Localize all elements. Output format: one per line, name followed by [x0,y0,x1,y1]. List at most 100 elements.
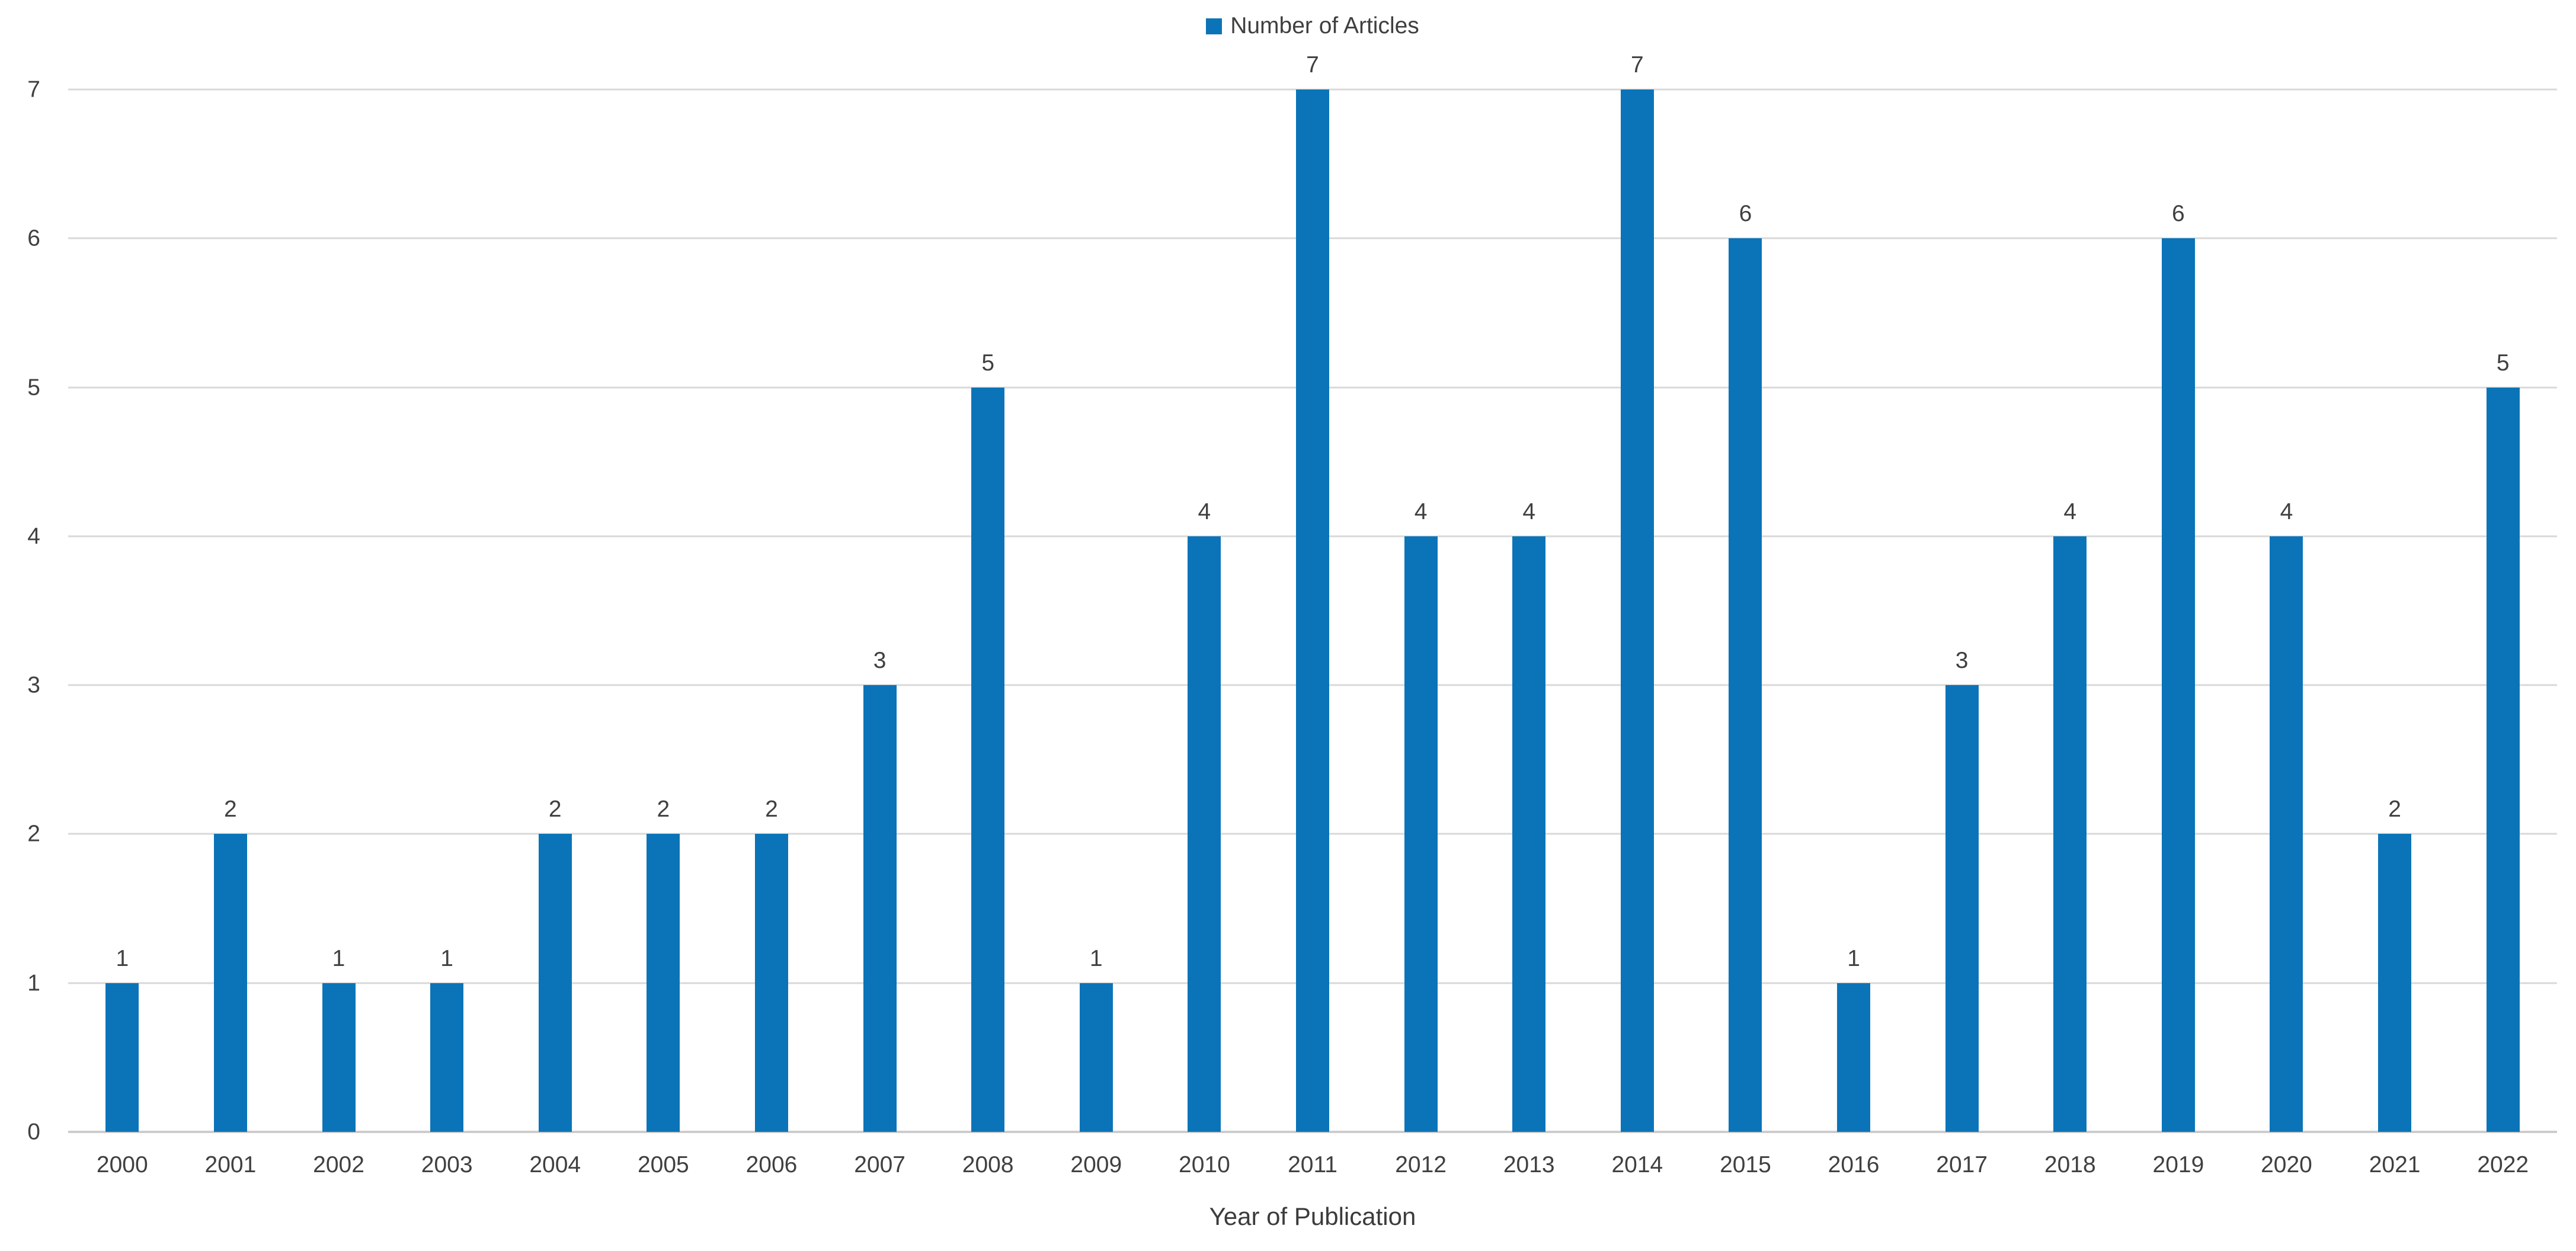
bar-column-2000: 1 [68,89,177,1132]
bar-2015 [1729,238,1762,1132]
bar-value-label: 4 [2280,498,2293,524]
bar-column-2016: 1 [1800,89,1908,1132]
bar-value-label: 1 [1089,945,1103,971]
bar-2014 [1620,89,1654,1132]
bar-value-label: 2 [224,796,237,823]
chart-legend: Number of Articles [68,13,2557,39]
x-tick-label: 2016 [1828,1152,1880,1178]
y-tick-label: 1 [27,970,40,996]
bar-2020 [2270,536,2303,1132]
bar-2001 [213,834,247,1132]
bar-column-2011: 7 [1259,53,1367,1132]
bar-2019 [2161,238,2195,1132]
x-tick-label: 2009 [1070,1152,1122,1178]
bar-column-2002: 1 [284,89,393,1132]
bar-value-label: 2 [657,796,670,823]
bar-column-2014: 7 [1583,53,1692,1132]
x-tick-label: 2019 [2152,1152,2204,1178]
y-tick-label: 6 [27,225,40,251]
y-tick-label: 4 [27,523,40,549]
bar-value-label: 4 [1414,498,1428,524]
bar-2005 [647,834,680,1132]
x-tick-label: 2006 [745,1152,798,1178]
bar-value-label: 4 [2063,498,2077,524]
bar-value-label: 1 [440,945,453,971]
bar-column-2009: 1 [1042,89,1150,1132]
bar-series: 1 2 1 1 2 2 2 3 5 1 4 7 4 4 7 6 1 3 4 6 4 2 5 [68,53,2557,1132]
bar-column-2021: 2 [2341,89,2449,1132]
bar-2002 [322,983,356,1132]
bar-value-label: 6 [1739,201,1752,227]
bar-2007 [863,685,897,1132]
x-tick-label: 2017 [1936,1152,1988,1178]
bar-column-2022: 5 [2449,89,2557,1132]
bar-value-label: 2 [548,796,562,823]
y-tick-label: 2 [27,821,40,847]
bar-2011 [1296,89,1329,1132]
bar-value-label: 6 [2172,201,2185,227]
y-tick-label: 3 [27,672,40,698]
bar-column-2007: 3 [825,89,934,1132]
bar-column-2015: 6 [1691,89,1800,1132]
x-tick-label: 2020 [2261,1152,2312,1178]
x-tick-label: 2000 [96,1152,148,1178]
bar-2012 [1404,536,1438,1132]
bar-2016 [1837,983,1871,1132]
bar-value-label: 4 [1198,498,1211,524]
x-tick-label: 2004 [529,1152,581,1178]
bar-value-label: 2 [765,796,778,823]
bar-2009 [1079,983,1113,1132]
legend-label: Number of Articles [1230,13,1419,39]
x-tick-label: 2022 [2477,1152,2529,1178]
bar-2010 [1188,536,1221,1132]
bar-column-2010: 4 [1150,89,1259,1132]
plot-area: 1 2 1 1 2 2 2 3 5 1 4 7 4 4 7 6 1 3 4 6 4 2 5 [68,53,2557,1133]
bar-column-2013: 4 [1475,89,1583,1132]
bar-2017 [1945,685,1979,1132]
y-axis-tick-labels: 0 1 2 3 4 5 6 7 [0,78,53,1144]
x-tick-label: 2011 [1288,1152,1337,1178]
y-tick-label: 0 [27,1119,40,1145]
x-tick-label: 2008 [962,1152,1014,1178]
bar-column-2012: 4 [1367,89,1475,1132]
bar-column-2006: 2 [718,89,826,1132]
bar-value-label: 5 [2496,350,2510,376]
x-axis-tick-labels: 2000 2001 2002 2003 2004 2005 2006 2007 2008 2009… [68,1153,2557,1176]
bar-column-2018: 4 [2016,89,2124,1132]
x-tick-label: 2015 [1720,1152,1771,1178]
x-tick-label: 2013 [1503,1152,1555,1178]
x-tick-label: 2018 [2044,1152,2096,1178]
bar-2003 [430,983,464,1132]
bar-2018 [2053,536,2087,1132]
x-tick-label: 2007 [854,1152,905,1178]
x-tick-label: 2003 [421,1152,473,1178]
bar-value-label: 1 [1847,945,1860,971]
bar-value-label: 7 [1630,52,1644,78]
x-tick-label: 2014 [1611,1152,1663,1178]
bar-column-2004: 2 [501,89,609,1132]
bar-2021 [2378,834,2412,1132]
x-axis-title: Year of Publication [1209,1202,1416,1230]
bar-value-label: 1 [116,945,129,971]
x-tick-label: 2001 [204,1152,257,1178]
bar-2006 [754,834,788,1132]
bar-2022 [2486,387,2520,1132]
bar-value-label: 1 [332,945,345,971]
bar-value-label: 3 [873,648,887,674]
bar-2000 [105,983,139,1132]
bar-value-label: 4 [1522,498,1536,524]
bar-value-label: 5 [981,350,995,376]
bar-2008 [971,387,1005,1132]
y-tick-label: 7 [27,76,40,103]
bar-column-2005: 2 [609,89,718,1132]
y-tick-label: 5 [27,375,40,401]
x-tick-label: 2010 [1179,1152,1230,1178]
legend-marker-icon [1206,18,1223,34]
bar-column-2017: 3 [1908,89,2016,1132]
x-axis-line [68,1131,2557,1133]
bar-column-2001: 2 [177,89,285,1132]
bar-column-2020: 4 [2232,89,2341,1132]
bar-2013 [1512,536,1546,1132]
bar-2004 [538,834,572,1132]
